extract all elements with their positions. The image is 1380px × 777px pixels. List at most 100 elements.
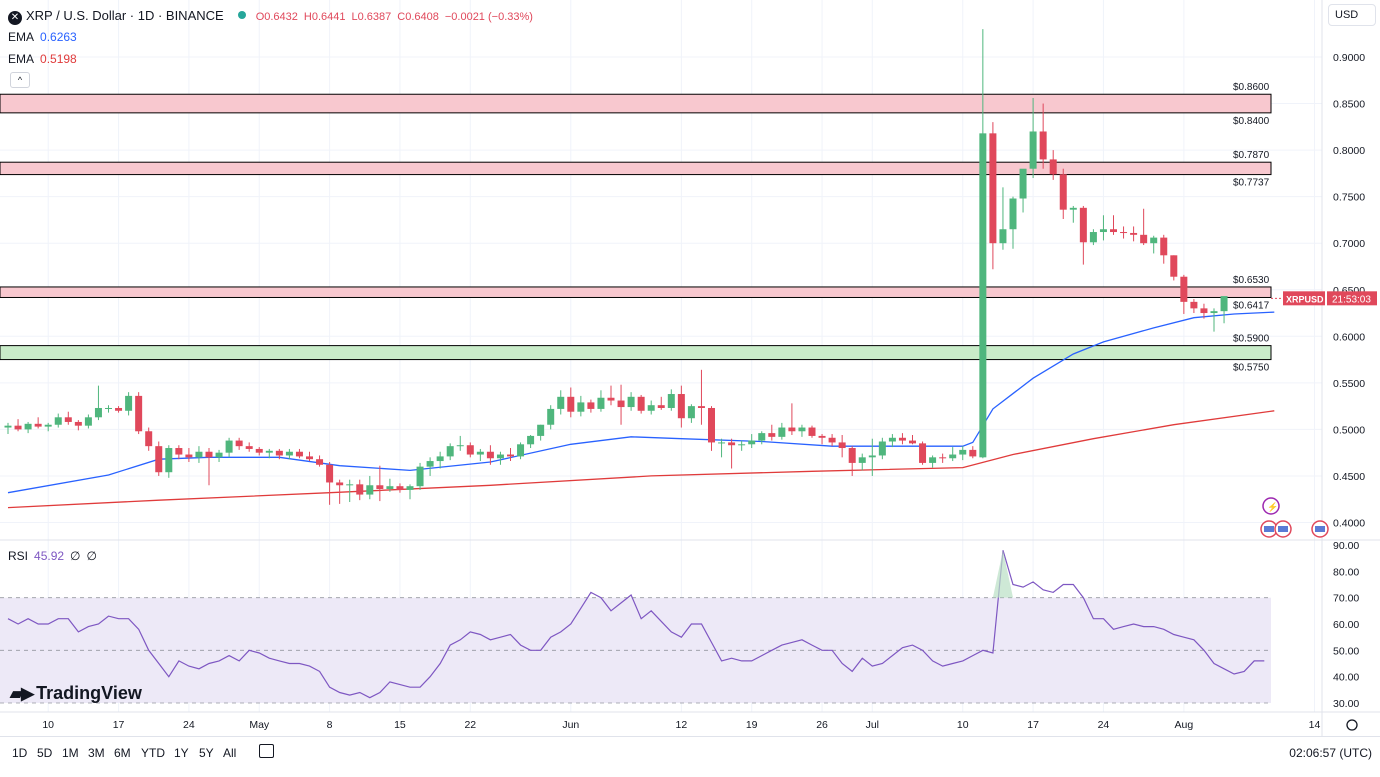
candle-body[interactable] bbox=[738, 444, 746, 446]
candle-body[interactable] bbox=[74, 421, 82, 426]
candle-body[interactable] bbox=[24, 423, 32, 430]
candle-body[interactable] bbox=[466, 445, 474, 455]
candle-body[interactable] bbox=[999, 229, 1007, 244]
candle-body[interactable] bbox=[34, 423, 42, 427]
price-zone-green[interactable] bbox=[0, 345, 1272, 361]
candle-body[interactable] bbox=[1049, 159, 1057, 175]
timeframe-5d[interactable]: 5D bbox=[37, 746, 53, 760]
candle-body[interactable] bbox=[778, 427, 786, 437]
candle-body[interactable] bbox=[275, 450, 283, 456]
candle-body[interactable] bbox=[366, 485, 374, 495]
candle-body[interactable] bbox=[959, 449, 967, 455]
candle-body[interactable] bbox=[989, 133, 997, 244]
candle-body[interactable] bbox=[537, 424, 545, 436]
candle-body[interactable] bbox=[1039, 131, 1047, 160]
candle-body[interactable] bbox=[205, 451, 213, 458]
candle-body[interactable] bbox=[1200, 308, 1208, 314]
candle-body[interactable] bbox=[185, 454, 193, 458]
candle-body[interactable] bbox=[527, 435, 535, 445]
candle-body[interactable] bbox=[1019, 168, 1027, 199]
candle-body[interactable] bbox=[14, 425, 22, 430]
candle-body[interactable] bbox=[517, 444, 525, 457]
candle-body[interactable] bbox=[105, 407, 112, 409]
candle-body[interactable] bbox=[346, 484, 354, 486]
candle-body[interactable] bbox=[637, 396, 645, 411]
candle-body[interactable] bbox=[1099, 229, 1107, 233]
candle-body[interactable] bbox=[1110, 229, 1117, 233]
utc-clock[interactable]: 02:06:57 (UTC) bbox=[1289, 746, 1372, 760]
candle-body[interactable] bbox=[657, 405, 665, 408]
candle-body[interactable] bbox=[125, 395, 133, 411]
candle-body[interactable] bbox=[748, 440, 756, 445]
timeframe-1d[interactable]: 1D bbox=[12, 746, 28, 760]
candle-body[interactable] bbox=[547, 408, 555, 425]
candle-body[interactable] bbox=[285, 451, 293, 456]
candle-body[interactable] bbox=[768, 433, 776, 437]
candle-body[interactable] bbox=[607, 397, 615, 401]
candle-body[interactable] bbox=[225, 440, 233, 453]
candle-body[interactable] bbox=[356, 484, 364, 495]
candle-body[interactable] bbox=[1069, 207, 1077, 210]
candle-body[interactable] bbox=[828, 437, 836, 443]
candle-body[interactable] bbox=[1009, 198, 1017, 230]
rsi-legend[interactable]: RSI 45.92 ∅ ∅ bbox=[8, 549, 103, 563]
candle-body[interactable] bbox=[788, 427, 796, 432]
candle-body[interactable] bbox=[1190, 301, 1198, 309]
candle-body[interactable] bbox=[115, 407, 123, 411]
candle-body[interactable] bbox=[265, 450, 273, 453]
price-zone-red[interactable] bbox=[0, 161, 1272, 176]
candle-body[interactable] bbox=[687, 406, 695, 419]
candle-body[interactable] bbox=[597, 397, 605, 409]
candle-body[interactable] bbox=[255, 448, 263, 453]
candle-body[interactable] bbox=[436, 456, 444, 462]
candle-body[interactable] bbox=[1160, 237, 1168, 256]
timeframe-5y[interactable]: 5Y bbox=[199, 746, 214, 760]
timeframe-1y[interactable]: 1Y bbox=[174, 746, 189, 760]
candle-body[interactable] bbox=[1210, 311, 1218, 314]
candle-body[interactable] bbox=[396, 486, 404, 490]
candle-body[interactable] bbox=[929, 457, 937, 463]
candle-body[interactable] bbox=[1120, 232, 1128, 234]
candle-body[interactable] bbox=[728, 442, 736, 446]
candle-body[interactable] bbox=[1150, 237, 1158, 244]
candle-body[interactable] bbox=[1140, 234, 1148, 244]
candle-body[interactable] bbox=[939, 457, 947, 459]
candle-body[interactable] bbox=[486, 451, 494, 459]
candle-body[interactable] bbox=[135, 395, 143, 432]
candle-body[interactable] bbox=[697, 406, 705, 408]
lightning-event-icon[interactable] bbox=[1262, 497, 1280, 515]
currency-button[interactable]: USD bbox=[1328, 4, 1376, 26]
ema-slow-line[interactable] bbox=[7, 410, 1275, 509]
candle-body[interactable] bbox=[848, 448, 856, 463]
ema-fast-legend[interactable]: EMA 0.6263 bbox=[8, 30, 83, 44]
candle-body[interactable] bbox=[235, 440, 243, 447]
price-zone-red[interactable] bbox=[0, 286, 1272, 298]
candle-body[interactable] bbox=[386, 486, 394, 489]
candle-body[interactable] bbox=[195, 451, 203, 458]
candle-body[interactable] bbox=[496, 454, 504, 459]
candle-body[interactable] bbox=[557, 396, 565, 409]
candle-body[interactable] bbox=[446, 446, 454, 457]
candle-body[interactable] bbox=[878, 441, 886, 456]
candle-body[interactable] bbox=[708, 407, 715, 443]
candle-body[interactable] bbox=[165, 448, 173, 473]
candle-body[interactable] bbox=[306, 456, 313, 460]
candle-body[interactable] bbox=[838, 442, 846, 449]
candle-body[interactable] bbox=[868, 455, 876, 458]
candle-body[interactable] bbox=[426, 461, 434, 467]
candle-body[interactable] bbox=[155, 446, 163, 473]
candle-body[interactable] bbox=[64, 417, 72, 422]
candle-body[interactable] bbox=[94, 407, 102, 418]
candle-body[interactable] bbox=[507, 454, 514, 457]
candle-body[interactable] bbox=[406, 486, 414, 490]
ema-slow-legend[interactable]: EMA 0.5198 bbox=[8, 52, 83, 66]
ticker-tag-box[interactable] bbox=[1283, 291, 1325, 306]
candle-body[interactable] bbox=[376, 485, 384, 489]
candle-body[interactable] bbox=[1170, 255, 1178, 277]
candle-body[interactable] bbox=[4, 425, 12, 428]
candle-body[interactable] bbox=[175, 448, 183, 455]
price-zone-red[interactable] bbox=[0, 93, 1272, 114]
symbol-title[interactable]: XRP / U.S. Dollar · 1D · BINANCE bbox=[26, 8, 224, 23]
candle-body[interactable] bbox=[456, 445, 464, 447]
candle-body[interactable] bbox=[898, 437, 906, 441]
